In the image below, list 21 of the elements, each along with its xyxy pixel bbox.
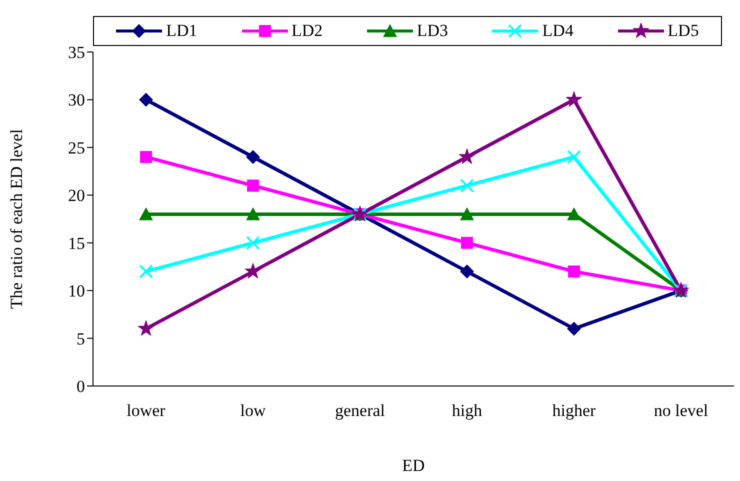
x-tick-label: general [334, 401, 386, 420]
legend-label: LD5 [668, 21, 699, 41]
y-tick-label: 25 [68, 138, 85, 158]
y-tick-label: 10 [68, 282, 85, 301]
legend-label: LD4 [542, 21, 574, 41]
y-tick-label: 30 [68, 90, 85, 110]
y-axis-title: The ratio of each ED level [7, 128, 26, 309]
x-axis-title: ED [402, 456, 425, 475]
legend-label: LD2 [292, 21, 323, 41]
legend-label: LD3 [416, 21, 448, 41]
y-tick-label: 35 [68, 43, 85, 62]
y-tick-label: 20 [68, 186, 85, 206]
y-tick-label: 0 [76, 377, 85, 396]
legend-label: LD1 [166, 21, 198, 41]
x-tick-label: high [452, 401, 483, 420]
y-tick-label: 5 [76, 329, 85, 348]
x-tick-label: low [240, 401, 266, 420]
x-tick-label: lower [126, 401, 166, 420]
x-tick-label: higher [552, 401, 596, 420]
y-tick-label: 15 [68, 234, 85, 253]
x-tick-label: no level [654, 401, 708, 420]
